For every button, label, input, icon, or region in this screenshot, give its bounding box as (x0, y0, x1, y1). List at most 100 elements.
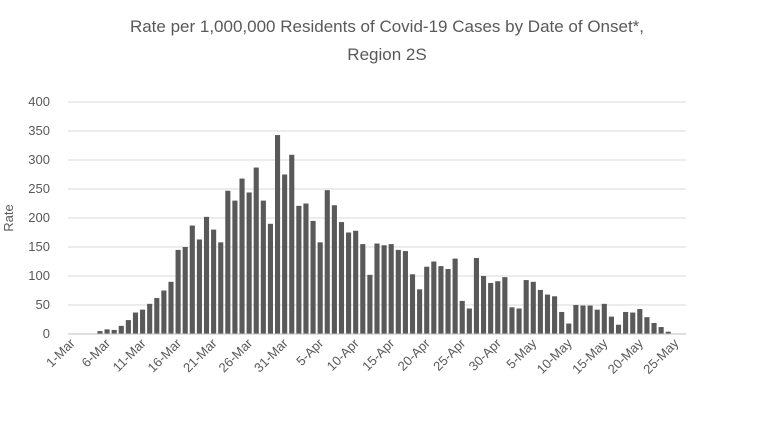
bar (360, 244, 366, 334)
x-tick-label: 25-Apr (430, 335, 469, 374)
bar (246, 192, 252, 334)
y-tick-label: 50 (36, 297, 50, 312)
y-tick-label: 250 (28, 181, 50, 196)
x-tick-label: 20-Apr (395, 335, 434, 374)
bar (203, 216, 210, 334)
bar (218, 242, 224, 334)
bar (651, 322, 657, 334)
bar (395, 249, 401, 334)
bar (438, 266, 444, 334)
x-tick-label: 15-Apr (359, 335, 398, 374)
bars (97, 135, 671, 334)
y-tick-label: 400 (28, 94, 50, 109)
bar (161, 290, 167, 334)
bar (140, 309, 146, 334)
bar (168, 281, 174, 334)
bar (239, 178, 245, 334)
x-tick-label: 15-May (569, 335, 611, 377)
bar (289, 154, 295, 334)
bar (310, 220, 316, 334)
bar (587, 305, 593, 334)
bar (601, 303, 607, 334)
bar (232, 200, 238, 334)
bar (282, 174, 288, 334)
bar (615, 324, 622, 334)
bar (552, 296, 558, 334)
bar (274, 135, 281, 334)
bar (480, 276, 487, 334)
bar (147, 303, 153, 334)
bar (452, 258, 458, 334)
y-tick-label: 350 (28, 123, 50, 138)
bar (331, 205, 337, 334)
x-tick-labels: 1-Mar 6-Mar11-Mar16-Mar21-Mar26-Mar31-Mar… (43, 335, 682, 377)
bar (324, 190, 330, 334)
x-tick-label: 10-Apr (324, 335, 363, 374)
x-tick-label: 30-Apr (466, 335, 505, 374)
bar (523, 280, 529, 334)
bar (97, 331, 103, 334)
bar (267, 223, 273, 334)
y-tick-label: 100 (28, 268, 50, 283)
bar (118, 325, 124, 334)
bar (495, 281, 501, 334)
bar (559, 311, 565, 334)
bar (402, 251, 408, 334)
y-tick-label: 0 (43, 326, 50, 341)
bar (502, 277, 508, 334)
x-tick-label: 5-Apr (293, 335, 327, 369)
bar (374, 243, 380, 334)
bar (530, 281, 536, 334)
bar (253, 167, 259, 334)
bar (104, 329, 110, 334)
bar (317, 242, 323, 334)
bar (132, 312, 139, 334)
chart-title-line2: Region 2S (347, 45, 426, 64)
bar (665, 331, 671, 334)
bar (346, 232, 352, 334)
bar (544, 294, 551, 334)
bar (409, 274, 416, 334)
bar (367, 274, 373, 334)
bar (466, 308, 472, 334)
bar (260, 200, 266, 334)
bar (488, 282, 494, 334)
bar (630, 312, 636, 334)
x-tick-label: 21-Mar (180, 335, 220, 375)
x-tick-label: 31-Mar (251, 335, 291, 375)
bar (637, 309, 643, 334)
bar (296, 205, 302, 334)
bar (516, 308, 522, 334)
bar (182, 247, 188, 334)
bar (154, 298, 160, 334)
bar (381, 245, 387, 334)
x-tick-label: 6-Mar (79, 335, 114, 370)
bar (189, 225, 195, 334)
bar (644, 317, 650, 334)
bar (566, 323, 572, 334)
y-tick-label: 200 (28, 210, 50, 225)
x-tick-label: 16-Mar (144, 335, 184, 375)
bar (338, 222, 345, 334)
bar (125, 320, 131, 334)
bar (509, 307, 515, 334)
bar (431, 261, 437, 334)
bar (573, 305, 579, 334)
y-axis-label: Rate (1, 204, 16, 231)
x-tick-label: 25-May (640, 335, 682, 377)
bar (111, 329, 117, 334)
bar (175, 249, 181, 334)
bar (388, 244, 394, 334)
y-tick-label: 300 (28, 152, 50, 167)
bar (623, 311, 629, 334)
bar (196, 239, 202, 334)
bar (353, 230, 359, 334)
x-tick-label: 10-May (534, 335, 576, 377)
bar (537, 289, 543, 334)
bar (225, 190, 231, 334)
bar (608, 316, 614, 334)
bar (424, 266, 430, 334)
x-tick-label: 26-Mar (216, 335, 256, 375)
bar (211, 229, 217, 334)
